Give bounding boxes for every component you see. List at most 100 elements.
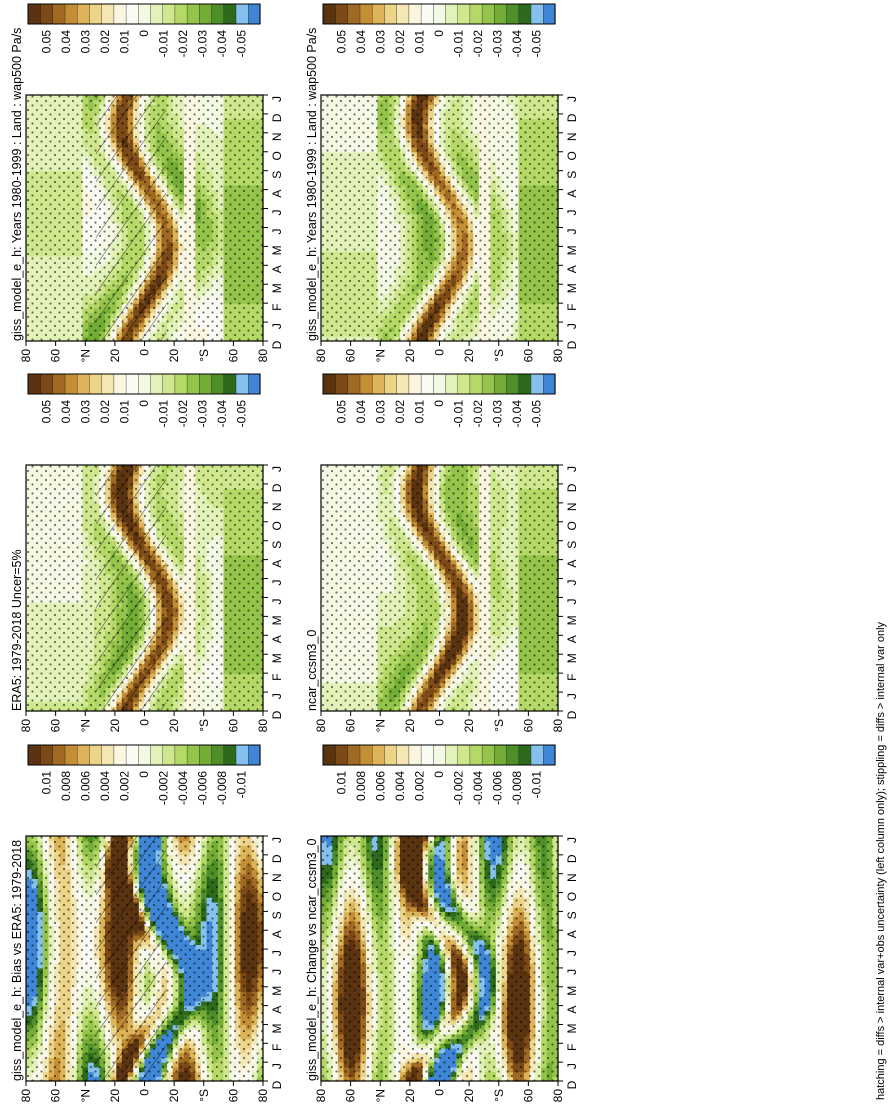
month-label: J bbox=[270, 323, 284, 329]
colorbar-label: 0.01 bbox=[413, 30, 427, 54]
lat-label: 0 bbox=[433, 349, 447, 356]
lat-label: 20 bbox=[108, 349, 122, 363]
lat-label: 0 bbox=[138, 349, 152, 356]
colorbar-swatch bbox=[113, 3, 127, 25]
lat-label: 60 bbox=[521, 349, 535, 363]
colorbar-swatch bbox=[149, 3, 163, 25]
colorbar-swatch bbox=[223, 3, 237, 25]
lat-label: 60 bbox=[226, 349, 240, 363]
colorbar-label: 0 bbox=[137, 30, 151, 37]
month-label: J bbox=[565, 210, 579, 216]
colorbar-label: 0.02 bbox=[393, 30, 407, 54]
month-label: M bbox=[565, 245, 579, 255]
colorbar-label: -0.01 bbox=[451, 30, 465, 58]
month-label: J bbox=[270, 210, 284, 216]
month-label: N bbox=[565, 133, 579, 142]
colorbar-swatch bbox=[137, 3, 151, 25]
colorbar-swatch bbox=[247, 3, 261, 25]
colorbar-swatch bbox=[40, 3, 54, 25]
colorbar-swatch bbox=[162, 3, 176, 25]
lat-label: °S bbox=[197, 349, 211, 362]
month-label: A bbox=[565, 265, 579, 273]
colorbar-swatch bbox=[469, 3, 483, 25]
colorbar-swatch bbox=[198, 3, 212, 25]
colorbar-label: -0.03 bbox=[195, 30, 209, 58]
lat-label: 20 bbox=[167, 349, 181, 363]
lat-label: 80 bbox=[19, 349, 33, 363]
colorbar-swatch bbox=[444, 3, 458, 25]
month-label: S bbox=[565, 171, 579, 179]
colorbar-swatch bbox=[420, 3, 434, 25]
panel-1: 80 60 °N 20 0 20 °S 60 80DJFMAMJJASONDJgiss_mode… bbox=[10, 3, 284, 363]
month-label: O bbox=[565, 151, 579, 160]
lat-label: 20 bbox=[403, 349, 417, 363]
colorbar-label: 0.05 bbox=[335, 30, 349, 54]
colorbar-swatch bbox=[101, 3, 115, 25]
colorbar-label: 0.01 bbox=[118, 30, 132, 54]
panel-title: giss_model_e_h: Years 1980-1999 : Land :… bbox=[10, 28, 24, 341]
colorbar-label: -0.04 bbox=[510, 30, 524, 58]
month-label: A bbox=[565, 190, 579, 198]
colorbar-swatch bbox=[88, 3, 102, 25]
lat-label: °N bbox=[78, 349, 92, 362]
month-label: A bbox=[270, 265, 284, 273]
month-label: D bbox=[565, 340, 579, 349]
colorbar-swatch bbox=[76, 3, 90, 25]
colorbar-swatch bbox=[64, 3, 78, 25]
month-label: F bbox=[270, 303, 284, 310]
month-label: F bbox=[565, 303, 579, 310]
month-label: J bbox=[565, 228, 579, 234]
colorbar-swatch bbox=[383, 3, 397, 25]
colorbar-swatch bbox=[408, 3, 422, 25]
colorbar-swatch bbox=[432, 3, 446, 25]
colorbar-swatch bbox=[347, 3, 361, 25]
colorbar-label: 0.04 bbox=[354, 30, 368, 54]
colorbar-label: -0.02 bbox=[471, 30, 485, 58]
colorbar-label: -0.04 bbox=[215, 30, 229, 58]
lat-label: 80 bbox=[314, 349, 328, 363]
colorbar-label: -0.03 bbox=[490, 30, 504, 58]
month-label: J bbox=[270, 96, 284, 102]
lat-label: 60 bbox=[344, 349, 358, 363]
colorbar-label: -0.01 bbox=[156, 30, 170, 58]
month-label: M bbox=[270, 283, 284, 293]
month-label: J bbox=[565, 96, 579, 102]
colorbar-swatch bbox=[335, 3, 349, 25]
colorbar-swatch bbox=[481, 3, 495, 25]
lat-label: 80 bbox=[551, 349, 565, 363]
month-label: N bbox=[270, 133, 284, 142]
colorbar-swatch bbox=[322, 3, 336, 25]
colorbar-swatch bbox=[505, 3, 519, 25]
panel-2: 80 60 °N 20 0 20 °S 60 80DJFMAMJJASONDJgiss_mode… bbox=[305, 3, 579, 363]
panel-title: giss_model_e_h: Years 1980-1999 : Land :… bbox=[305, 28, 319, 341]
lat-label: 80 bbox=[256, 349, 270, 363]
month-label: M bbox=[565, 283, 579, 293]
colorbar-swatch bbox=[235, 3, 249, 25]
month-label: A bbox=[270, 190, 284, 198]
month-label: S bbox=[270, 171, 284, 179]
colorbar-swatch bbox=[530, 3, 544, 25]
colorbar-swatch bbox=[396, 3, 410, 25]
colorbar-label: -0.05 bbox=[234, 30, 248, 58]
colorbar-label: 0.05 bbox=[40, 30, 54, 54]
month-label: O bbox=[270, 151, 284, 160]
lat-label: 60 bbox=[49, 349, 63, 363]
lat-label: °S bbox=[492, 349, 506, 362]
colorbar-swatch bbox=[125, 3, 139, 25]
colorbar-label: 0 bbox=[432, 30, 446, 37]
month-label: D bbox=[270, 113, 284, 122]
lat-label: 20 bbox=[462, 349, 476, 363]
colorbar-swatch bbox=[174, 3, 188, 25]
colorbar-swatch bbox=[493, 3, 507, 25]
stippling bbox=[321, 95, 558, 341]
colorbar-label: 0.04 bbox=[59, 30, 73, 54]
colorbar-label: -0.02 bbox=[176, 30, 190, 58]
colorbar-label: -0.05 bbox=[529, 30, 543, 58]
month-label: D bbox=[270, 340, 284, 349]
colorbar-swatch bbox=[359, 3, 373, 25]
colorbar-label: 0.02 bbox=[98, 30, 112, 54]
colorbar-swatch bbox=[518, 3, 532, 25]
hatching bbox=[96, 95, 166, 341]
